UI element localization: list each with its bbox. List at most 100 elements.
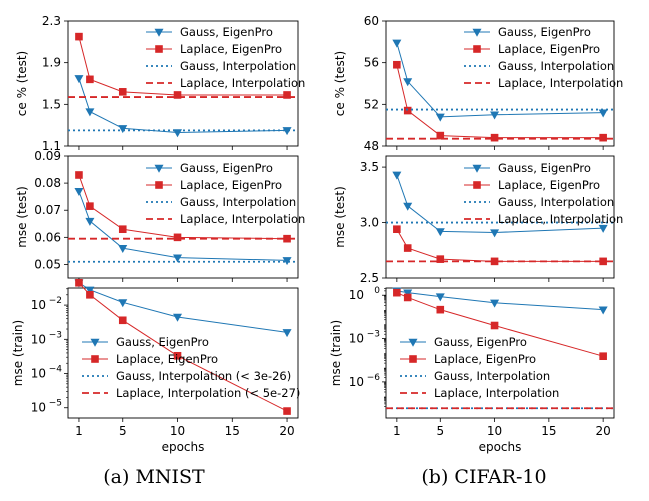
series-gauss-eigenpro bbox=[392, 171, 608, 238]
data-point bbox=[75, 278, 83, 287]
data-point bbox=[173, 351, 182, 360]
series-line bbox=[396, 228, 604, 262]
y-axis-label: mse (test) bbox=[333, 186, 347, 248]
y-tick-label-exponent: 0 bbox=[374, 286, 380, 296]
data-point bbox=[490, 299, 500, 308]
axes-frame bbox=[385, 20, 615, 147]
y-tick-label-exponent: −6 bbox=[367, 373, 381, 383]
data-point bbox=[598, 109, 608, 118]
series-laplace-eigenpro bbox=[75, 278, 291, 415]
legend-marker bbox=[473, 181, 481, 189]
axes-frame bbox=[385, 155, 615, 279]
legend-entry: Laplace, EigenPro bbox=[180, 42, 282, 56]
data-point bbox=[490, 257, 499, 266]
series-laplace-eigenpro bbox=[393, 60, 607, 142]
legend: Gauss, EigenPro Laplace, EigenPro Gauss, I… bbox=[82, 335, 300, 400]
x-tick-label: 15 bbox=[541, 424, 556, 438]
legend-entry: Laplace, EigenPro bbox=[434, 352, 536, 366]
series-gauss-eigenpro bbox=[392, 39, 608, 122]
data-point bbox=[173, 91, 182, 99]
series-laplace-eigenpro bbox=[75, 171, 291, 243]
data-point bbox=[75, 171, 83, 179]
data-point bbox=[435, 293, 445, 302]
y-tick-label-base: 10 bbox=[31, 298, 46, 312]
series-laplace-eigenpro bbox=[393, 225, 607, 266]
data-point bbox=[403, 78, 413, 87]
series-gauss-eigenpro bbox=[74, 188, 292, 266]
y-tick-label: 48 bbox=[364, 139, 379, 153]
data-point bbox=[393, 60, 401, 69]
y-tick-label: 1.1 bbox=[42, 139, 61, 153]
legend-marker bbox=[473, 45, 481, 53]
chart-cifar-10-mse: 2.5 3.0 3.5 mse (test) Gauss, EigenPro Laplac… bbox=[333, 155, 623, 285]
data-point bbox=[118, 316, 127, 325]
y-tick-label: 1.5 bbox=[42, 97, 61, 111]
series-laplace-eigenpro bbox=[75, 32, 291, 99]
data-point bbox=[86, 75, 94, 84]
data-point bbox=[282, 329, 292, 338]
legend-entry: Gauss, Interpolation bbox=[498, 59, 614, 73]
y-tick-label: 0.08 bbox=[34, 176, 61, 190]
legend: Gauss, EigenPro Laplace, EigenPro Gauss, I… bbox=[146, 25, 305, 90]
y-tick-label-exponent: −2 bbox=[49, 296, 62, 306]
data-point bbox=[403, 106, 412, 115]
data-point bbox=[403, 202, 413, 211]
data-point bbox=[490, 111, 500, 120]
data-point bbox=[282, 257, 292, 266]
data-point bbox=[392, 171, 402, 180]
y-tick-label-exponent: −3 bbox=[367, 330, 380, 340]
legend-entry: Laplace, EigenPro bbox=[180, 178, 282, 192]
legend-entry: Laplace, Interpolation bbox=[498, 76, 623, 90]
y-tick-label: 0.07 bbox=[34, 203, 61, 217]
y-tick-label: 3.0 bbox=[360, 216, 379, 230]
y-tick-label-exponent: −4 bbox=[49, 365, 63, 375]
caption-mnist: (a) MNIST bbox=[103, 466, 205, 488]
legend-entry: Laplace, Interpolation bbox=[180, 76, 305, 90]
data-point bbox=[282, 127, 292, 136]
y-tick-label: 0.06 bbox=[34, 230, 61, 244]
data-point bbox=[436, 131, 445, 140]
legend-entry: Gauss, Interpolation (< 3e-26) bbox=[116, 369, 291, 383]
legend-marker bbox=[154, 28, 164, 37]
data-point bbox=[118, 88, 127, 96]
data-point bbox=[490, 321, 499, 330]
legend-entry: Gauss, EigenPro bbox=[434, 335, 527, 349]
axes-frame bbox=[67, 20, 299, 147]
y-tick-label: 52 bbox=[364, 97, 379, 111]
legend-entry: Gauss, Interpolation bbox=[180, 195, 296, 209]
x-tick-label: 10 bbox=[487, 424, 502, 438]
legend-marker bbox=[155, 45, 163, 53]
data-point bbox=[436, 305, 445, 314]
x-tick-label: 15 bbox=[225, 424, 240, 438]
data-point bbox=[435, 228, 445, 237]
data-point bbox=[598, 306, 608, 315]
y-tick-label-base: 10 bbox=[349, 375, 364, 389]
y-tick-label: 0.09 bbox=[34, 149, 61, 163]
y-tick-label: 2.5 bbox=[360, 271, 379, 285]
legend-entry: Laplace, Interpolation bbox=[180, 212, 305, 226]
series-line bbox=[78, 282, 288, 333]
legend-entry: Gauss, Interpolation bbox=[180, 59, 296, 73]
legend-entry: Gauss, Interpolation bbox=[434, 369, 550, 383]
data-point bbox=[490, 229, 500, 238]
data-point bbox=[173, 233, 182, 242]
legend-entry: Laplace, Interpolation bbox=[498, 212, 623, 226]
data-point bbox=[490, 133, 499, 142]
data-point bbox=[118, 244, 128, 253]
y-tick-label: 1.9 bbox=[42, 56, 61, 70]
data-point bbox=[173, 313, 183, 322]
x-tick-label: 10 bbox=[170, 424, 185, 438]
data-point bbox=[599, 352, 607, 361]
x-tick-label: 5 bbox=[436, 424, 444, 438]
y-tick-label: 60 bbox=[364, 14, 379, 28]
legend: Gauss, EigenPro Laplace, EigenPro Gauss, I… bbox=[400, 335, 559, 400]
legend-entry: Gauss, EigenPro bbox=[116, 335, 209, 349]
y-tick-label: 3.5 bbox=[360, 160, 379, 174]
data-point bbox=[393, 225, 401, 233]
y-tick-label-base: 10 bbox=[349, 288, 364, 302]
y-axis-label: ce % (test) bbox=[333, 51, 347, 116]
legend: Gauss, EigenPro Laplace, EigenPro Gauss, I… bbox=[464, 25, 623, 90]
